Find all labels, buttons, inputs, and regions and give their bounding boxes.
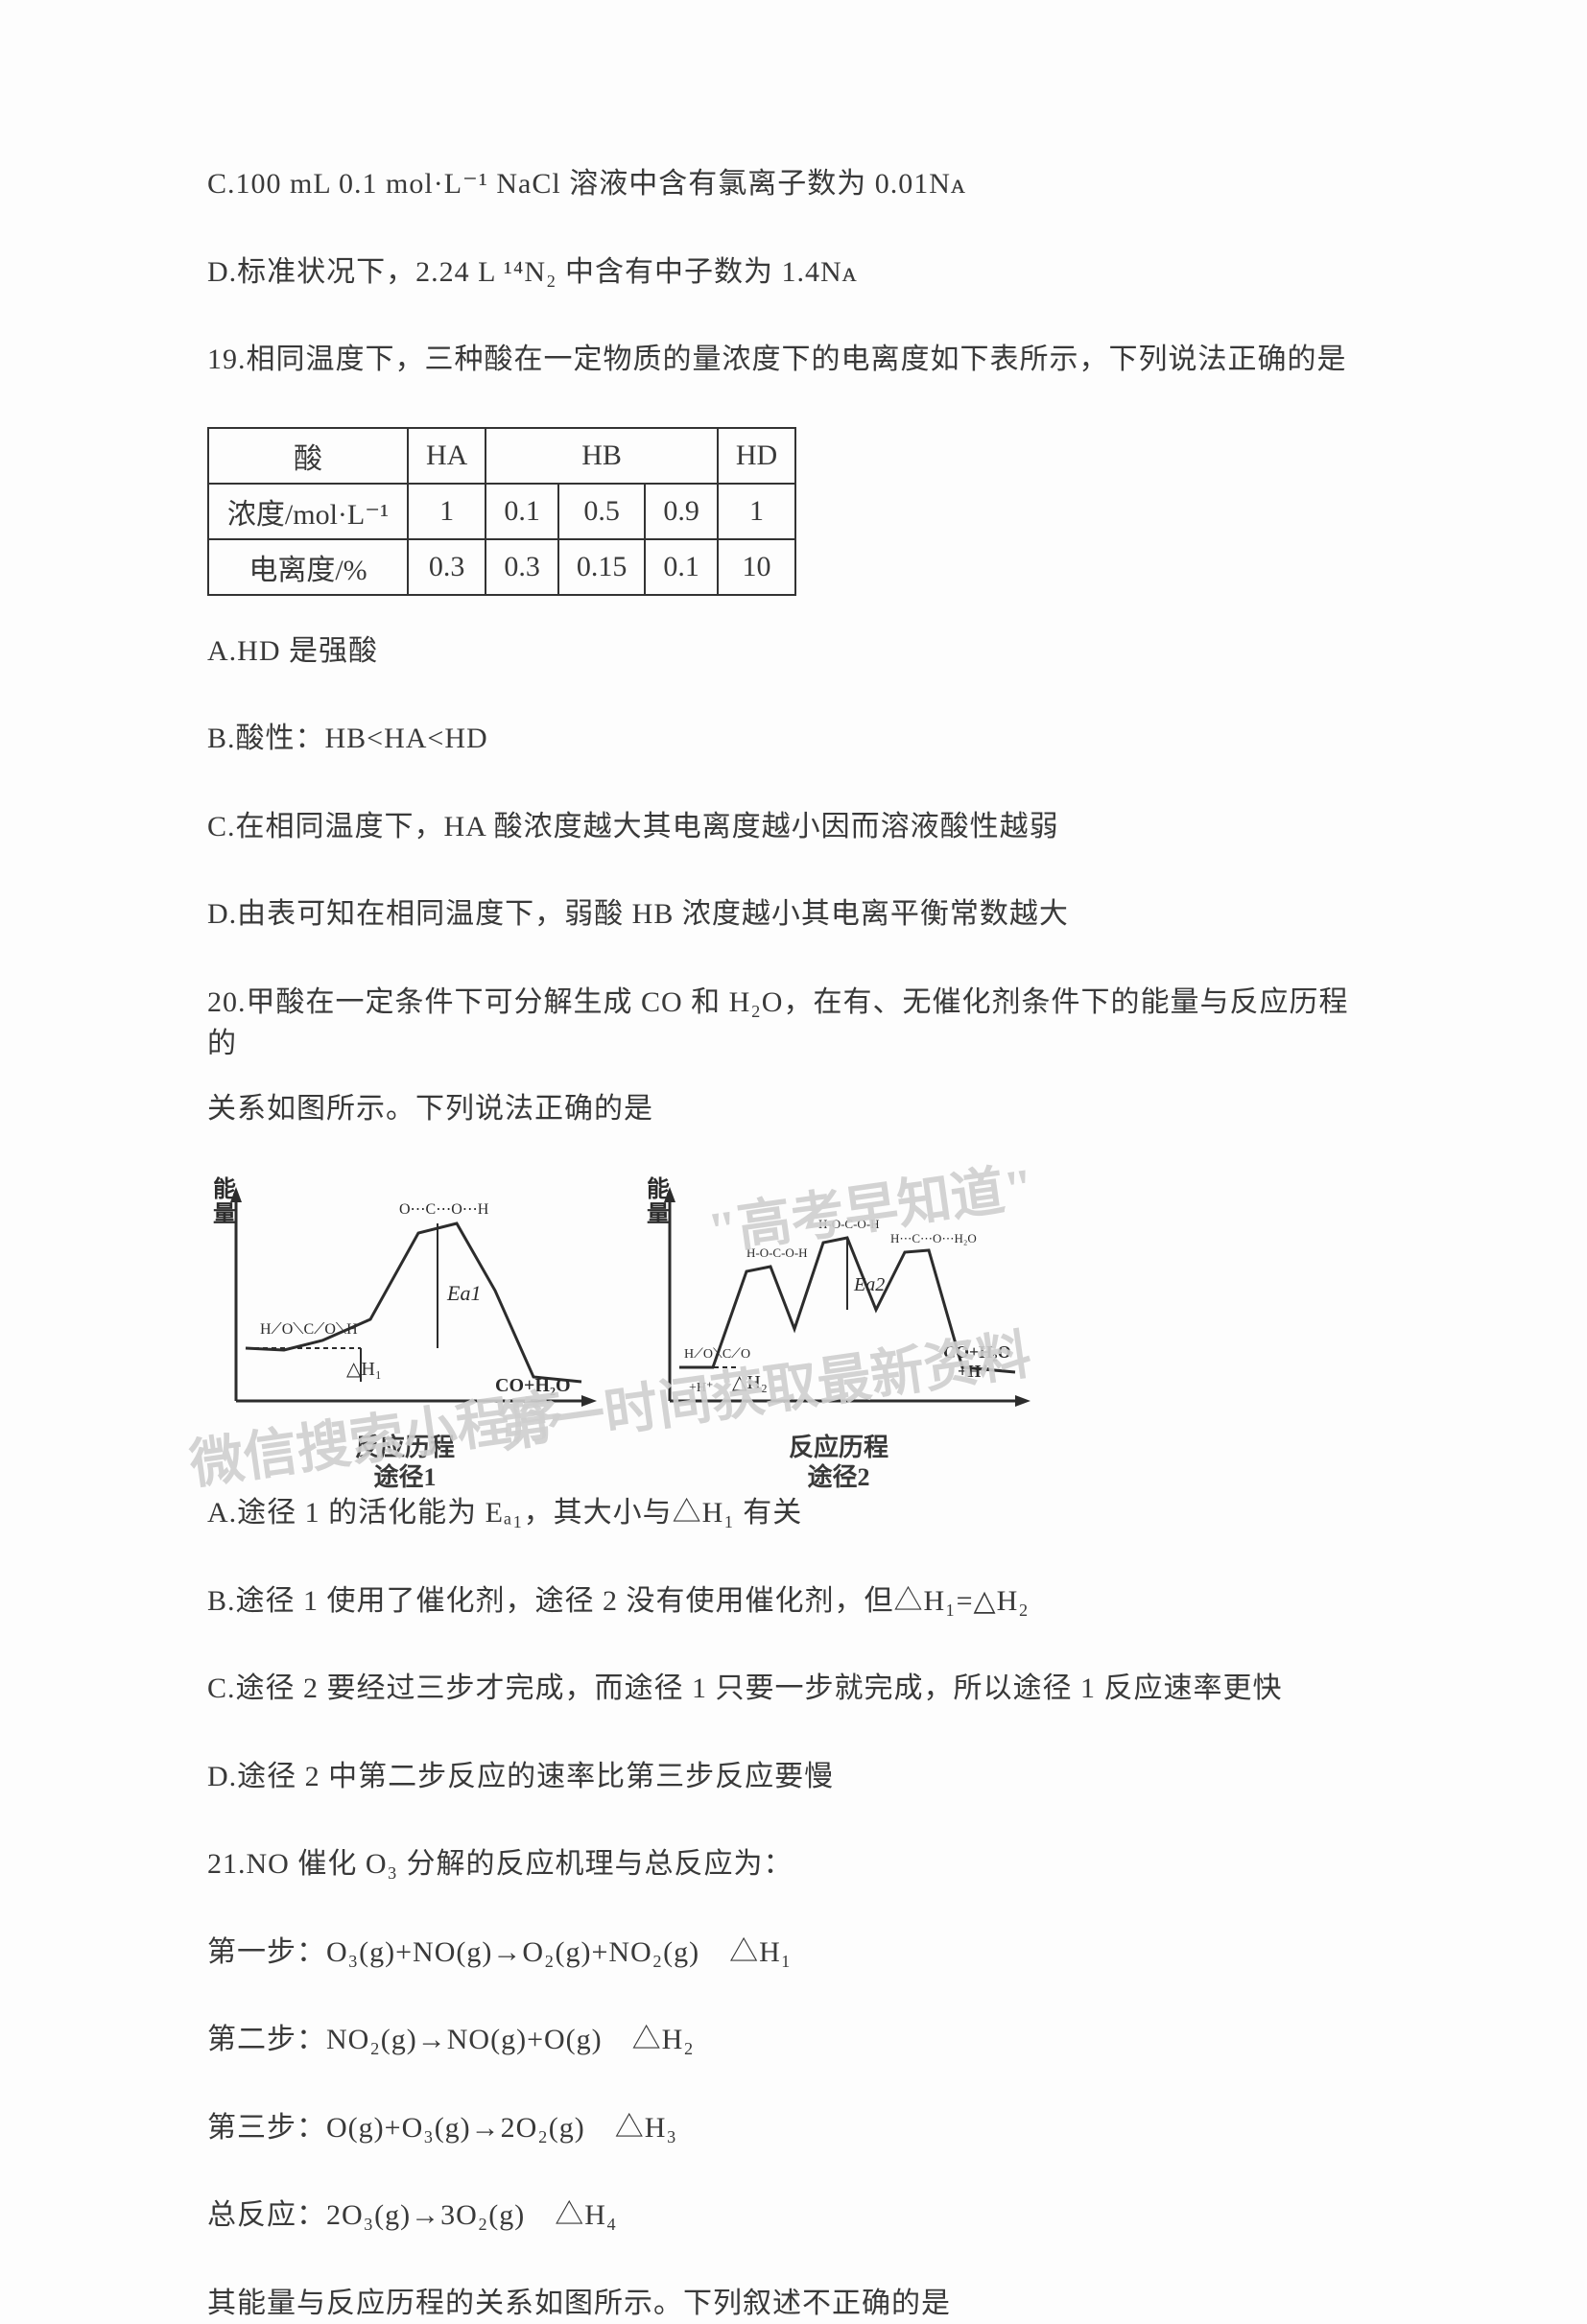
table-cell: 0.1 [486, 484, 558, 539]
col-header: HA [408, 428, 486, 484]
svg-text:+H⁺: +H⁺ [958, 1362, 990, 1381]
q19-option-c: C.在相同温度下，HA 酸浓度越大其电离度越小因而溶液酸性越弱 [207, 806, 1366, 848]
svg-text:△H₂: △H₂ [732, 1372, 768, 1393]
svg-text:CO+H₂O: CO+H₂O [495, 1375, 571, 1396]
svg-text:H⟋O⟍C⟋O⟍H: H⟋O⟍C⟋O⟍H [260, 1321, 358, 1338]
option-d: D.标准状况下，2.24 L ¹⁴N₂ 中含有中子数为 1.4Nᴀ [207, 251, 1366, 294]
table-cell: 0.3 [408, 539, 486, 595]
svg-text:H⋯C⋯O⋯H₂O: H⋯C⋯O⋯H₂O [890, 1231, 977, 1245]
option-c: C.100 mL 0.1 mol·L⁻¹ NaCl 溶液中含有氯离子数为 0.0… [207, 163, 1366, 205]
q19-option-a: A.HD 是强酸 [207, 630, 1366, 673]
table-row: 酸 HA HB HD [208, 428, 795, 484]
q20-stem: 20.甲酸在一定条件下可分解生成 CO 和 H₂O，在有、无催化剂条件下的能量与… [207, 982, 1366, 1065]
svg-text:H-O-C-O-H: H-O-C-O-H [746, 1245, 808, 1260]
svg-text:CO+H₂O: CO+H₂O [943, 1342, 1011, 1362]
table-cell: 0.15 [558, 539, 646, 595]
svg-text:H⟋O⟍C⟋O: H⟋O⟍C⟋O [684, 1347, 750, 1362]
table-row: 电离度/% 0.3 0.3 0.15 0.1 10 [208, 539, 795, 595]
q19-stem: 19.相同温度下，三种酸在一定物质的量浓度下的电离度如下表所示，下列说法正确的是 [207, 339, 1366, 381]
table-row: 浓度/mol·L⁻¹ 1 0.1 0.5 0.9 1 [208, 484, 795, 539]
q21-step2: 第二步：NO₂(g)→NO(g)+O(g) △H₂ [207, 2019, 1366, 2061]
table-cell: 1 [718, 484, 795, 539]
table-cell: 0.9 [645, 484, 718, 539]
svg-text:+H⁺: +H⁺ [689, 1381, 713, 1395]
row-header: 电离度/% [208, 539, 408, 595]
table-cell: 0.5 [558, 484, 646, 539]
svg-text:△H₁: △H₁ [346, 1359, 382, 1380]
svg-text:Ea1: Ea1 [446, 1281, 481, 1305]
figure-panel-2: 能 量 Ea2 △H₂ CO+H₂O +H⁺ H⟋O⟍C⟋O +H⁺ H-O-C… [641, 1175, 1036, 1463]
table-cell: 0.1 [645, 539, 718, 595]
table-cell: 10 [718, 539, 795, 595]
col-header: HD [718, 428, 795, 484]
q21-step3: 第三步：O(g)+O₃(g)→2O₂(g) △H₃ [207, 2107, 1366, 2149]
col-header: HB [486, 428, 718, 484]
svg-text:能: 能 [647, 1175, 670, 1202]
ionization-table: 酸 HA HB HD 浓度/mol·L⁻¹ 1 0.1 0.5 0.9 1 电离… [207, 427, 796, 596]
svg-text:量: 量 [213, 1201, 236, 1227]
svg-text:量: 量 [647, 1201, 670, 1227]
table-cell: 0.3 [486, 539, 558, 595]
q20-option-a: A.途径 1 的活化能为 Eₐ₁，其大小与△H₁ 有关 [207, 1492, 1366, 1534]
svg-text:H-O-C-O-H: H-O-C-O-H [818, 1217, 880, 1231]
energy-diagram-1: 能 量 Ea1 △H₁ CO+H₂O H⟋O⟍C⟋O⟍H O⋯C⋯O⋯H [207, 1175, 603, 1425]
energy-diagram-2: 能 量 Ea2 △H₂ CO+H₂O +H⁺ H⟋O⟍C⟋O +H⁺ H-O-C… [641, 1175, 1036, 1425]
row-header: 酸 [208, 428, 408, 484]
q19-option-d: D.由表可知在相同温度下，弱酸 HB 浓度越小其电离平衡常数越大 [207, 893, 1366, 936]
exam-page: C.100 mL 0.1 mol·L⁻¹ NaCl 溶液中含有氯离子数为 0.0… [0, 0, 1587, 2244]
table-cell: 1 [408, 484, 486, 539]
q20-option-b: B.途径 1 使用了催化剂，途径 2 没有使用催化剂，但△H₁=△H₂ [207, 1580, 1366, 1623]
q21-total: 总反应：2O₃(g)→3O₂(g) △H₄ [207, 2194, 1366, 2237]
q20-stem-2: 关系如图所示。下列说法正确的是 [207, 1088, 1366, 1130]
q21-tail: 其能量与反应历程的关系如图所示。下列叙述不正确的是 [207, 2283, 1366, 2324]
figure-caption-1: 反应历程途径1 [207, 1433, 603, 1492]
q19-option-b: B.酸性：HB<HA<HD [207, 718, 1366, 760]
figure-caption-2: 反应历程途径2 [641, 1433, 1036, 1492]
svg-text:Ea2: Ea2 [853, 1274, 885, 1295]
q20-option-d: D.途径 2 中第二步反应的速率比第三步反应要慢 [207, 1756, 1366, 1798]
figure-panel-1: 能 量 Ea1 △H₁ CO+H₂O H⟋O⟍C⟋O⟍H O⋯C⋯O⋯H 反应历… [207, 1175, 603, 1463]
q21-stem: 21.NO 催化 O₃ 分解的反应机理与总反应为： [207, 1843, 1366, 1885]
svg-text:能: 能 [213, 1175, 236, 1202]
q20-option-c: C.途径 2 要经过三步才完成，而途径 1 只要一步就完成，所以途径 1 反应速… [207, 1668, 1366, 1710]
q21-step1: 第一步：O₃(g)+NO(g)→O₂(g)+NO₂(g) △H₁ [207, 1932, 1366, 1974]
svg-text:O⋯C⋯O⋯H: O⋯C⋯O⋯H [399, 1201, 489, 1218]
energy-figure: 能 量 Ea1 △H₁ CO+H₂O H⟋O⟍C⟋O⟍H O⋯C⋯O⋯H 反应历… [207, 1175, 1366, 1463]
row-header: 浓度/mol·L⁻¹ [208, 484, 408, 539]
